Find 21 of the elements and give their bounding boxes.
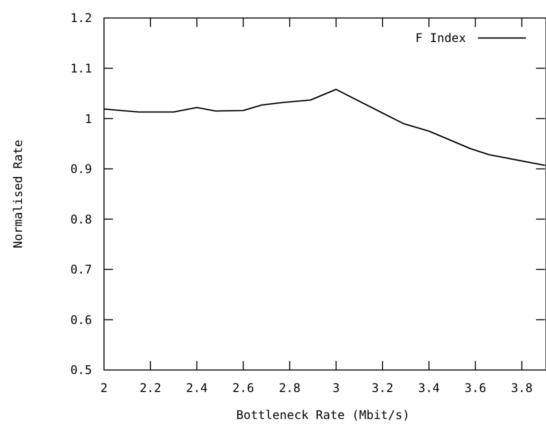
y-axis-title: Normalised Rate xyxy=(11,140,25,248)
legend-label: F Index xyxy=(415,31,466,46)
x-tick-label: 3 xyxy=(332,381,340,395)
x-tick-label: 3.4 xyxy=(418,381,440,395)
x-axis-title: Bottleneck Rate (Mbit/s) xyxy=(236,408,410,422)
y-tick-label: 0.9 xyxy=(70,162,92,176)
y-tick-label: 1 xyxy=(84,112,92,126)
y-tick-label: 0.7 xyxy=(70,262,92,277)
x-tick-label: 2.4 xyxy=(186,381,208,395)
x-tick-label: 2.2 xyxy=(140,381,162,395)
x-tick-label: 2.6 xyxy=(232,381,254,395)
y-tick-label: 0.5 xyxy=(70,363,92,378)
x-tick-label: 2.8 xyxy=(278,381,301,395)
y-tick-label: 1.2 xyxy=(70,11,92,26)
y-tick-label: 0.8 xyxy=(70,212,92,226)
x-tick-label: 3.2 xyxy=(372,381,394,395)
y-tick-label: 0.6 xyxy=(70,312,92,327)
y-tick-label: 1.1 xyxy=(70,61,92,76)
x-tick-label: 3.6 xyxy=(464,381,486,395)
x-tick-label: 3.8 xyxy=(510,381,533,395)
x-tick-label: 2 xyxy=(100,381,108,395)
